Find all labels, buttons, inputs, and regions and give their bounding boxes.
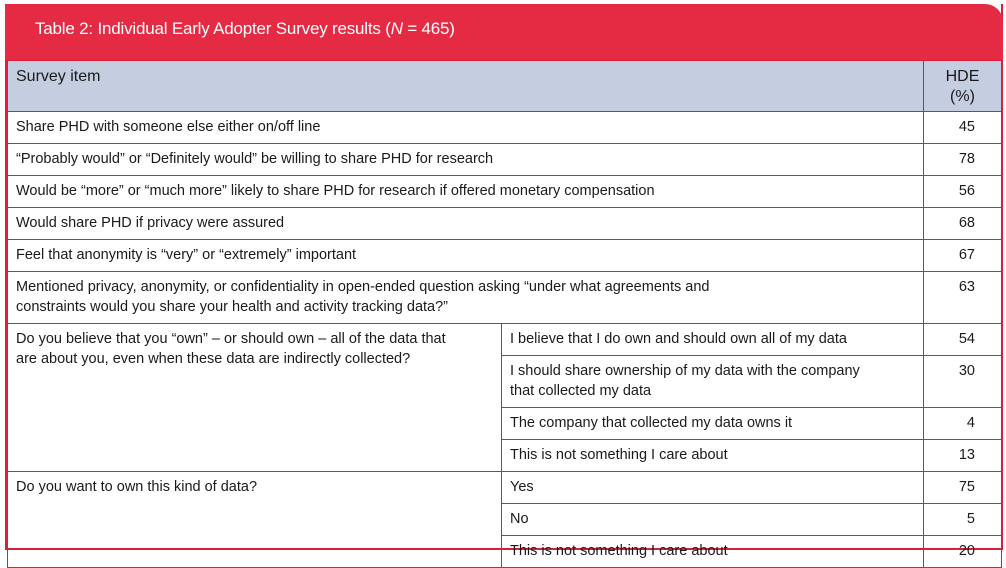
table-row: Would be “more” or “much more” likely to… [7,175,1002,208]
header-hde: HDE (%) [923,60,1002,112]
row-value: 56 [923,175,1002,208]
row-item: Would share PHD if privacy were assured [7,207,924,240]
group-row: The company that collected my data owns … [8,407,1002,440]
survey-results-table: Survey item HDE (%) Share PHD with someo… [7,60,1002,568]
group-answer-value: 13 [923,439,1002,472]
group-answer-value: 20 [923,535,1002,568]
row-value: 45 [923,111,1002,144]
row-item: Feel that anonymity is “very” or “extrem… [7,239,924,272]
row-value: 63 [923,271,1002,324]
group-question: Do you want to own this kind of data? [7,471,502,568]
row-item: Mentioned privacy, anonymity, or confide… [7,271,924,324]
table-row: Feel that anonymity is “very” or “extrem… [7,239,1002,272]
title-n-symbol: N [390,19,403,38]
header-row: Survey item HDE (%) [7,60,1002,112]
row-value: 78 [923,143,1002,176]
group-question: Do you believe that you “own” – or shoul… [7,323,502,472]
table-title: Table 2: Individual Early Adopter Survey… [5,4,1003,60]
group-answer: This is not something I care about [501,439,924,472]
group-answer-value: 4 [923,407,1002,440]
group-row: This is not something I care about 13 [8,439,1002,472]
table-row: “Probably would” or “Definitely would” b… [7,143,1002,176]
table-row: Would share PHD if privacy were assured … [7,207,1002,240]
header-survey-item: Survey item [7,60,924,112]
group-answer: No [501,503,924,536]
row-value: 68 [923,207,1002,240]
group-answer: I should share ownership of my data with… [501,355,924,408]
group-answer-value: 30 [923,355,1002,408]
title-prefix: Table 2: Individual Early Adopter Survey… [35,19,391,38]
group-row: Do you want to own this kind of data? Ye… [7,471,1002,568]
table-container: Table 2: Individual Early Adopter Survey… [5,4,1003,568]
table-row: Share PHD with someone else either on/of… [7,111,1002,144]
table-row: Mentioned privacy, anonymity, or confide… [7,271,1002,324]
group-answer-value: 75 [923,471,1002,504]
group-row: Do you believe that you “own” – or shoul… [7,323,1002,472]
row-item: “Probably would” or “Definitely would” b… [7,143,924,176]
group-answer: I believe that I do own and should own a… [501,323,924,356]
row-value: 67 [923,239,1002,272]
group-answer-value: 5 [923,503,1002,536]
group-row: No 5 [8,503,1002,536]
group-answer-value: 54 [923,323,1002,356]
title-n-value: = 465) [402,19,455,38]
group-answer: This is not something I care about [501,535,924,568]
group-answer: Yes [501,471,924,504]
group-row: I should share ownership of my data with… [8,355,1002,408]
group-answer: The company that collected my data owns … [501,407,924,440]
row-item: Would be “more” or “much more” likely to… [7,175,924,208]
row-item: Share PHD with someone else either on/of… [7,111,924,144]
